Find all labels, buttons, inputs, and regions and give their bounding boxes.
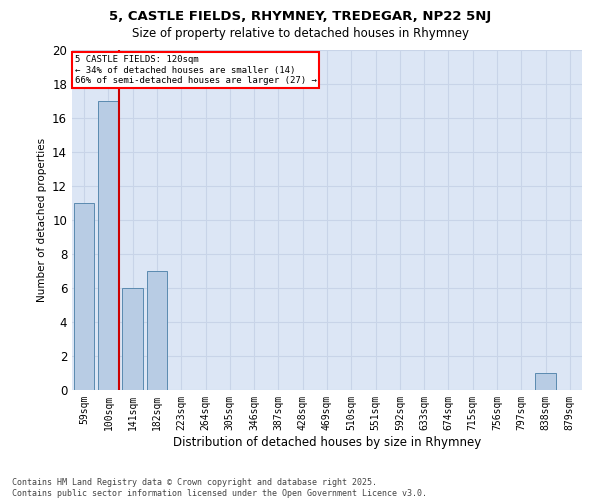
Y-axis label: Number of detached properties: Number of detached properties [37, 138, 47, 302]
Bar [74, 203, 94, 390]
Bar [122, 288, 143, 390]
Bar [146, 271, 167, 390]
Text: 5 CASTLE FIELDS: 120sqm
← 34% of detached houses are smaller (14)
66% of semi-de: 5 CASTLE FIELDS: 120sqm ← 34% of detache… [74, 55, 316, 85]
Bar [535, 373, 556, 390]
Text: Size of property relative to detached houses in Rhymney: Size of property relative to detached ho… [131, 28, 469, 40]
Text: Contains HM Land Registry data © Crown copyright and database right 2025.
Contai: Contains HM Land Registry data © Crown c… [12, 478, 427, 498]
Text: 5, CASTLE FIELDS, RHYMNEY, TREDEGAR, NP22 5NJ: 5, CASTLE FIELDS, RHYMNEY, TREDEGAR, NP2… [109, 10, 491, 23]
Bar [98, 101, 119, 390]
X-axis label: Distribution of detached houses by size in Rhymney: Distribution of detached houses by size … [173, 436, 481, 448]
